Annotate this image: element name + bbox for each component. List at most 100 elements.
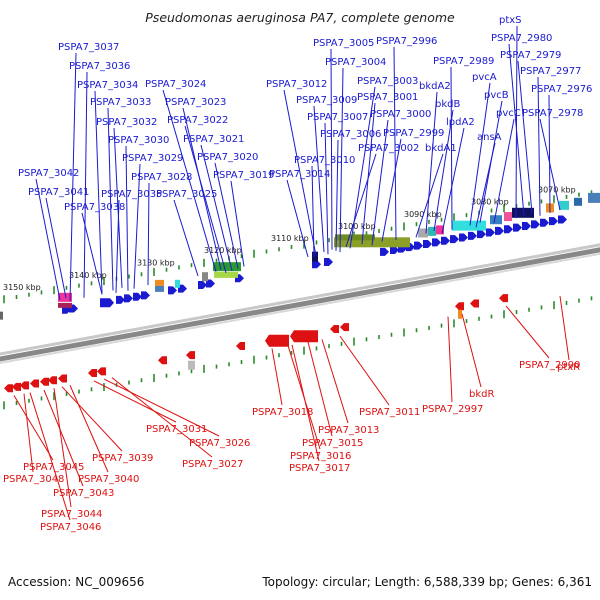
reverse-gene-arrow <box>97 367 106 376</box>
reverse-gene-arrow <box>12 382 21 391</box>
reverse-callout-line <box>61 386 123 452</box>
domain-box-navy <box>312 251 318 262</box>
forward-callout-line <box>335 139 339 251</box>
domain-box-blue <box>588 192 600 203</box>
reverse-callout-line <box>69 385 109 473</box>
forward-gene-arrow <box>558 215 567 224</box>
forward-gene-label: PSPA7_3021 <box>183 134 244 145</box>
reverse-callout-line <box>111 377 213 458</box>
forward-gene-label: PSPA7_3024 <box>145 79 206 90</box>
domain-box-olive-dark <box>335 234 375 241</box>
gene-features <box>0 192 600 393</box>
domain-box-navy <box>512 207 534 218</box>
forward-callout-line <box>433 109 454 232</box>
forward-callout-line <box>45 197 67 299</box>
forward-gene-label: PSPA7_3032 <box>96 117 157 128</box>
reverse-gene-label: PSPA7_3048 <box>3 474 64 485</box>
domain-box-grey <box>202 272 208 282</box>
forward-gene-label: bkdA1 <box>425 143 457 154</box>
forward-gene-arrow <box>324 258 333 267</box>
forward-gene-arrow <box>312 260 321 269</box>
reverse-gene-label: PSPA7_3027 <box>182 459 243 470</box>
genome-backbone <box>0 243 600 365</box>
forward-gene-arrow <box>116 295 125 304</box>
forward-callout-line <box>214 162 239 269</box>
domain-box-teal <box>428 226 436 236</box>
forward-gene-arrow <box>513 223 522 232</box>
backbone-line <box>0 247 600 362</box>
forward-gene-label: PSPA7_3004 <box>325 57 386 68</box>
reverse-gene-arrow <box>340 323 349 332</box>
forward-callout-line <box>113 127 123 288</box>
reverse-gene-arrow <box>40 377 49 386</box>
forward-callout-line <box>162 89 217 272</box>
reverse-callout-line <box>93 380 177 423</box>
domain-box-orange <box>458 309 462 319</box>
tick-label: 3150 kbp <box>3 283 41 292</box>
forward-callout-line <box>345 153 377 248</box>
reverse-gene-arrow <box>290 330 318 343</box>
forward-gene-label: PSPA7_3038 <box>64 202 125 213</box>
forward-callout-line <box>94 90 103 294</box>
forward-gene-label: PSPA7_2999 <box>383 128 444 139</box>
forward-callout-line <box>515 25 518 219</box>
domain-box-green <box>213 262 241 272</box>
forward-gene-arrow <box>380 247 389 256</box>
forward-gene-label: PSPA7_3009 <box>296 95 357 106</box>
forward-gene-label: PSPA7_2980 <box>491 33 552 44</box>
forward-callout-line <box>107 107 114 291</box>
tick-label: 3130 kbp <box>137 258 175 267</box>
forward-gene-arrow <box>414 241 423 250</box>
forward-gene-arrow <box>124 294 133 303</box>
forward-gene-arrow <box>206 279 215 288</box>
forward-gene-label: PSPA7_3010 <box>294 155 355 166</box>
reverse-gene-label: ptxR <box>557 362 580 373</box>
forward-callout-line <box>361 102 376 245</box>
tick-label: 3070 kbp <box>538 185 576 194</box>
forward-gene-label: PSPA7_3025 <box>156 189 217 200</box>
reverse-gene-arrow <box>236 342 245 351</box>
forward-gene-label: PSPA7_3012 <box>266 79 327 90</box>
forward-callout-line <box>441 127 465 234</box>
forward-gene-label: PSPA7_3020 <box>197 152 258 163</box>
forward-callout-line <box>125 145 129 291</box>
forward-gene-label: PSPA7_3035 <box>101 189 162 200</box>
forward-gene-arrow <box>477 230 486 239</box>
reverse-gene-label: PSPA7_3016 <box>290 451 351 462</box>
reverse-callout-line <box>271 348 283 406</box>
forward-gene-arrow <box>390 246 399 255</box>
forward-gene-arrow <box>468 231 477 240</box>
reverse-gene-label: PSPA7_3013 <box>318 425 379 436</box>
reverse-gene-label: PSPA7_3045 <box>23 462 84 473</box>
tick-label: 3120 kbp <box>204 246 242 255</box>
reverse-gene-label: PSPA7_3018 <box>252 407 313 418</box>
reverse-gene-label: PSPA7_3039 <box>92 453 153 464</box>
forward-gene-label: PSPA7_3002 <box>358 143 419 154</box>
forward-callout-line <box>283 89 317 256</box>
forward-gene-label: PSPA7_2977 <box>520 66 581 77</box>
forward-callout-line <box>450 66 453 230</box>
reverse-gene-label: PSPA7_2990 <box>519 360 580 371</box>
reverse-gene-arrow <box>20 381 29 390</box>
forward-callout-line <box>81 212 103 295</box>
domain-box-cyan <box>452 220 486 231</box>
reverse-gene-label: PSPA7_3040 <box>78 474 139 485</box>
forward-gene-arrow <box>133 292 142 301</box>
domain-box-magenta <box>58 292 72 302</box>
forward-callout-line <box>493 118 515 224</box>
domain-box-cyan <box>175 279 180 288</box>
forward-gene-label: PSPA7_3014 <box>269 169 330 180</box>
forward-callout-line <box>173 199 199 277</box>
reverse-callout-line <box>559 296 570 361</box>
forward-callout-line <box>182 107 222 270</box>
forward-gene-label: pvcC <box>496 108 521 119</box>
forward-gene-label: PSPA7_3036 <box>69 61 130 72</box>
forward-gene-arrow <box>504 225 513 234</box>
domain-box-lightgrey <box>188 360 195 370</box>
domain-box-cyan <box>559 200 569 210</box>
forward-callout-line <box>200 144 233 271</box>
domain-box-blue <box>490 215 502 225</box>
forward-callout-line <box>35 178 61 301</box>
reverse-callout-line <box>43 389 84 487</box>
